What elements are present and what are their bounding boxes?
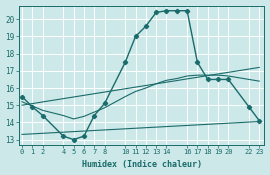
X-axis label: Humidex (Indice chaleur): Humidex (Indice chaleur)	[82, 160, 202, 169]
